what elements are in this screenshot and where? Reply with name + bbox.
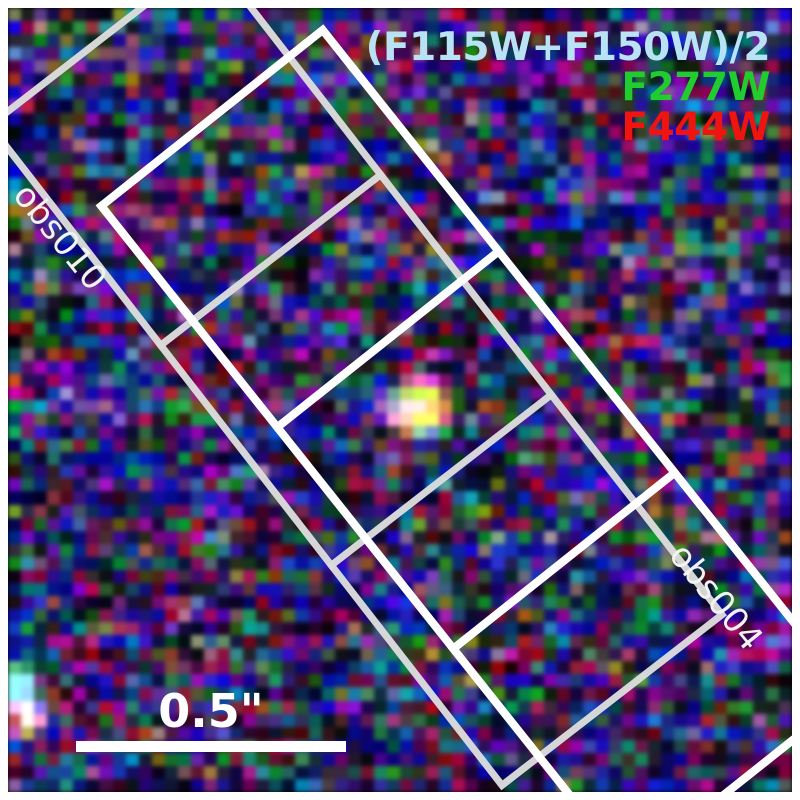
sky-noise-image xyxy=(8,8,792,792)
image-frame: (F115W+F150W)/2 F277W F444W obs010 obs00… xyxy=(8,8,792,792)
sky-noise-canvas xyxy=(8,8,792,792)
